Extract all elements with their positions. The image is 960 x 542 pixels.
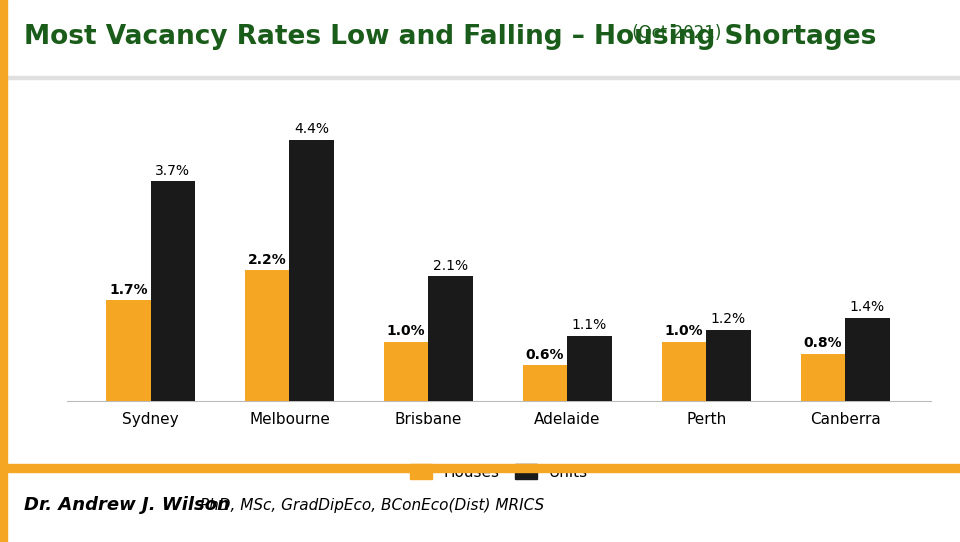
Text: 1.0%: 1.0% [664, 324, 704, 338]
Legend: Houses, Units: Houses, Units [404, 459, 594, 486]
Bar [107, 300, 151, 401]
Text: Dr. Andrew J. Wilson: Dr. Andrew J. Wilson [24, 496, 230, 514]
Bar [245, 270, 290, 401]
Bar [845, 318, 890, 401]
Text: 1.0%: 1.0% [387, 324, 425, 338]
Text: 1.2%: 1.2% [710, 312, 746, 326]
Bar [661, 341, 707, 401]
Text: 2.2%: 2.2% [248, 253, 287, 267]
Text: 0.8%: 0.8% [804, 336, 842, 350]
Text: Most Vacancy Rates Low and Falling – Housing Shortages: Most Vacancy Rates Low and Falling – Hou… [24, 24, 876, 50]
Bar [707, 330, 751, 401]
Bar [290, 140, 334, 401]
Bar [801, 353, 845, 401]
Text: PhD, MSc, GradDipEco, BConEco(Dist) MRICS: PhD, MSc, GradDipEco, BConEco(Dist) MRIC… [195, 498, 544, 513]
Bar [523, 365, 567, 401]
Text: 2.1%: 2.1% [433, 259, 468, 273]
Text: (Oct 2021): (Oct 2021) [627, 24, 721, 42]
Text: 3.7%: 3.7% [156, 164, 190, 178]
Text: 1.4%: 1.4% [850, 300, 885, 314]
Bar [384, 341, 428, 401]
Text: 0.6%: 0.6% [526, 348, 564, 362]
Text: 1.7%: 1.7% [109, 282, 148, 296]
Bar [428, 276, 473, 401]
Text: 1.1%: 1.1% [572, 318, 607, 332]
Bar [567, 335, 612, 401]
Text: 4.4%: 4.4% [294, 122, 329, 136]
Bar [151, 181, 195, 401]
